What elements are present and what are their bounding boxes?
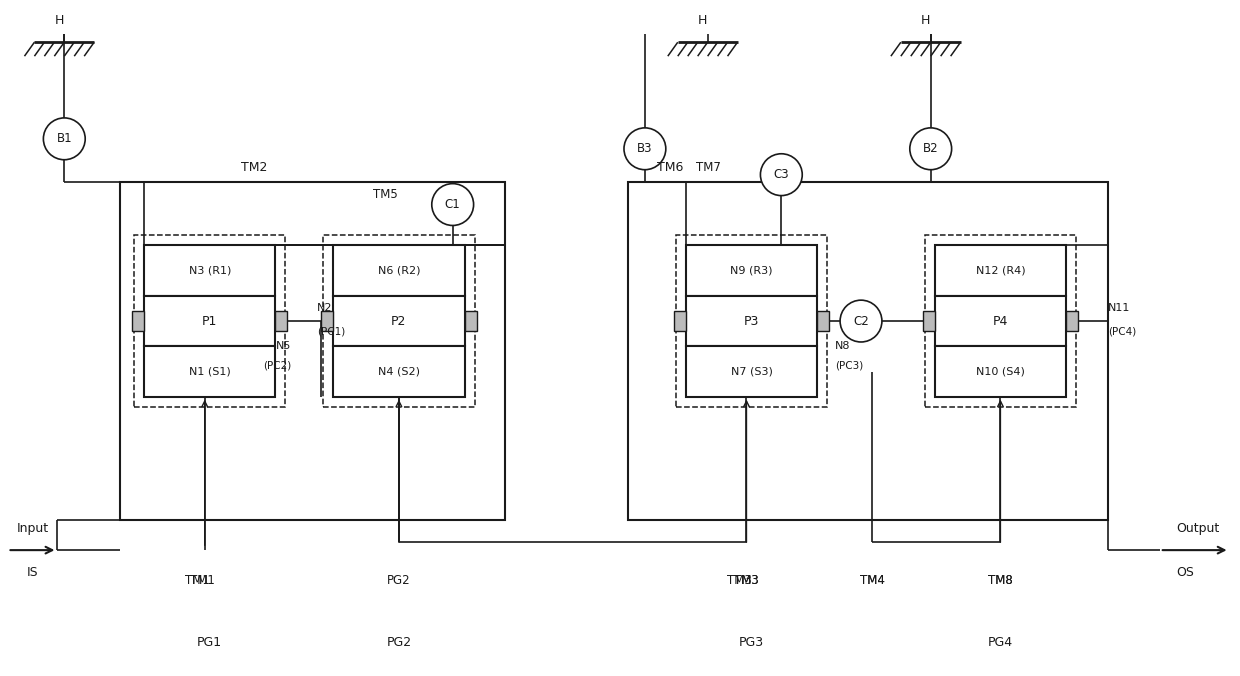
Bar xyxy=(925,235,1076,407)
Text: C1: C1 xyxy=(445,198,460,211)
Text: N1 (S1): N1 (S1) xyxy=(188,366,231,377)
Text: IS: IS xyxy=(26,566,38,579)
Bar xyxy=(935,346,1066,397)
Bar xyxy=(676,235,827,407)
Text: PG4: PG4 xyxy=(988,636,1013,649)
Bar xyxy=(1066,311,1078,331)
Text: N11: N11 xyxy=(1109,303,1131,313)
Text: P1: P1 xyxy=(202,314,217,328)
Bar xyxy=(275,311,288,331)
Text: TM5: TM5 xyxy=(373,188,398,201)
Bar xyxy=(686,296,817,346)
Text: N12 (R4): N12 (R4) xyxy=(976,266,1025,276)
Bar xyxy=(334,346,465,397)
Bar xyxy=(817,311,830,331)
Bar xyxy=(144,296,275,346)
Text: TM2: TM2 xyxy=(242,161,268,174)
Text: B2: B2 xyxy=(923,142,939,155)
Text: H: H xyxy=(55,14,64,27)
Bar xyxy=(334,296,465,346)
Text: (PC1): (PC1) xyxy=(317,326,346,336)
Text: TM1: TM1 xyxy=(190,573,216,587)
Circle shape xyxy=(839,300,882,342)
Text: N4 (S2): N4 (S2) xyxy=(378,366,420,377)
Bar xyxy=(935,296,1066,346)
Text: PG3: PG3 xyxy=(739,636,764,649)
Bar xyxy=(686,245,817,296)
Bar xyxy=(144,245,275,296)
Text: Input: Input xyxy=(16,522,48,535)
Text: TM3: TM3 xyxy=(734,573,759,587)
Bar xyxy=(673,311,686,331)
Bar xyxy=(120,182,506,521)
Text: TM7: TM7 xyxy=(696,161,720,174)
Text: N3 (R1): N3 (R1) xyxy=(188,266,231,276)
Text: TM3: TM3 xyxy=(734,573,759,587)
Text: TM3: TM3 xyxy=(727,573,751,587)
Text: P4: P4 xyxy=(993,314,1008,328)
Circle shape xyxy=(432,184,474,226)
Bar xyxy=(923,311,935,331)
Text: TM8: TM8 xyxy=(988,573,1013,587)
Text: B3: B3 xyxy=(637,142,652,155)
Text: N6 (R2): N6 (R2) xyxy=(378,266,420,276)
Text: OS: OS xyxy=(1177,566,1194,579)
Text: TM8: TM8 xyxy=(988,573,1013,587)
Bar xyxy=(134,235,285,407)
Text: N9 (R3): N9 (R3) xyxy=(730,266,773,276)
Text: TM1: TM1 xyxy=(185,573,210,587)
Bar xyxy=(627,182,1109,521)
Text: N7 (S3): N7 (S3) xyxy=(730,366,773,377)
Text: P3: P3 xyxy=(744,314,759,328)
Text: C2: C2 xyxy=(853,314,869,328)
Bar xyxy=(334,245,465,296)
Text: P2: P2 xyxy=(392,314,407,328)
Text: PG2: PG2 xyxy=(387,636,412,649)
Circle shape xyxy=(910,128,951,170)
Text: (PC2): (PC2) xyxy=(263,361,291,371)
Text: (PC3): (PC3) xyxy=(835,361,863,371)
Bar xyxy=(686,346,817,397)
Circle shape xyxy=(760,153,802,195)
Text: Output: Output xyxy=(1176,522,1219,535)
Bar xyxy=(131,311,144,331)
Text: PG2: PG2 xyxy=(387,573,410,587)
Bar xyxy=(324,235,475,407)
Bar xyxy=(144,346,275,397)
Text: TM6: TM6 xyxy=(657,161,683,174)
Text: TM4: TM4 xyxy=(859,573,884,587)
Text: N5: N5 xyxy=(277,341,291,351)
Circle shape xyxy=(624,128,666,170)
Text: TM4: TM4 xyxy=(859,573,884,587)
Text: N8: N8 xyxy=(835,341,851,351)
Text: H: H xyxy=(698,14,707,27)
Circle shape xyxy=(43,118,86,160)
Text: B1: B1 xyxy=(57,132,72,145)
Text: N2: N2 xyxy=(317,303,332,313)
Text: C3: C3 xyxy=(774,168,789,181)
Text: PG1: PG1 xyxy=(197,636,222,649)
Bar xyxy=(935,245,1066,296)
Text: N10 (S4): N10 (S4) xyxy=(976,366,1025,377)
Text: H: H xyxy=(921,14,930,27)
Bar xyxy=(465,311,476,331)
Text: (PC4): (PC4) xyxy=(1109,326,1136,336)
Bar xyxy=(321,311,334,331)
